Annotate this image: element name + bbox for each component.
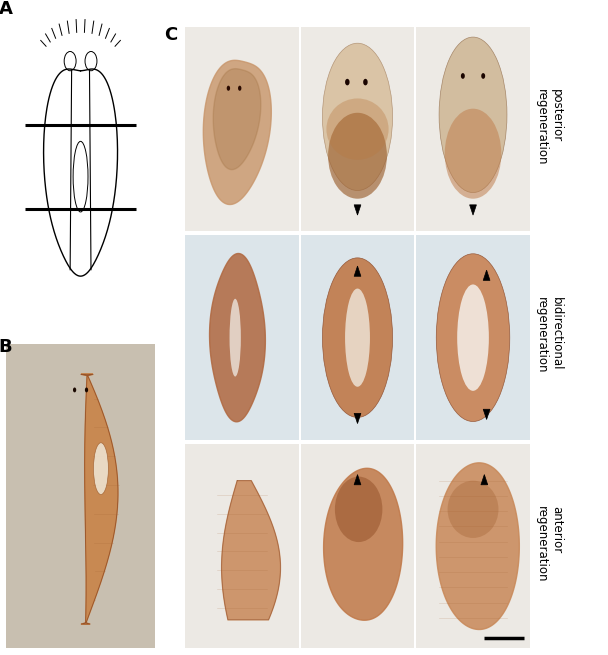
Text: A: A <box>0 0 13 18</box>
Text: C: C <box>164 26 178 44</box>
Polygon shape <box>354 266 361 276</box>
Ellipse shape <box>461 73 465 79</box>
Ellipse shape <box>481 73 485 79</box>
Text: B: B <box>0 338 12 356</box>
Polygon shape <box>436 463 519 629</box>
Polygon shape <box>481 475 488 485</box>
Ellipse shape <box>238 86 241 91</box>
Ellipse shape <box>437 253 510 422</box>
Polygon shape <box>210 253 265 422</box>
Polygon shape <box>203 60 271 204</box>
Text: 1 d: 1 d <box>230 32 254 47</box>
Polygon shape <box>81 374 118 624</box>
Ellipse shape <box>322 258 393 417</box>
Ellipse shape <box>73 388 76 392</box>
Polygon shape <box>483 270 490 280</box>
Ellipse shape <box>227 86 230 91</box>
Ellipse shape <box>439 37 507 193</box>
Ellipse shape <box>445 109 501 198</box>
Ellipse shape <box>85 388 88 392</box>
Ellipse shape <box>457 284 489 391</box>
Polygon shape <box>44 69 117 276</box>
Ellipse shape <box>328 113 387 198</box>
Ellipse shape <box>345 79 350 85</box>
Ellipse shape <box>94 443 108 495</box>
Polygon shape <box>354 413 361 424</box>
Text: anterior
regeneration: anterior regeneration <box>535 506 563 582</box>
Polygon shape <box>354 205 361 215</box>
Text: 3 d: 3 d <box>461 32 485 47</box>
Ellipse shape <box>335 477 382 542</box>
Text: posterior
regeneration: posterior regeneration <box>535 89 563 166</box>
Text: 2 d: 2 d <box>345 32 370 47</box>
Polygon shape <box>222 481 280 620</box>
Polygon shape <box>469 205 477 215</box>
Polygon shape <box>323 468 402 620</box>
Ellipse shape <box>326 98 389 160</box>
Ellipse shape <box>322 43 393 191</box>
Ellipse shape <box>447 481 499 538</box>
Ellipse shape <box>363 79 368 85</box>
Ellipse shape <box>345 289 370 386</box>
Text: bidirectional
regeneration: bidirectional regeneration <box>535 297 563 374</box>
Polygon shape <box>213 69 261 170</box>
Polygon shape <box>483 409 490 419</box>
Ellipse shape <box>230 299 241 377</box>
Polygon shape <box>354 475 361 485</box>
